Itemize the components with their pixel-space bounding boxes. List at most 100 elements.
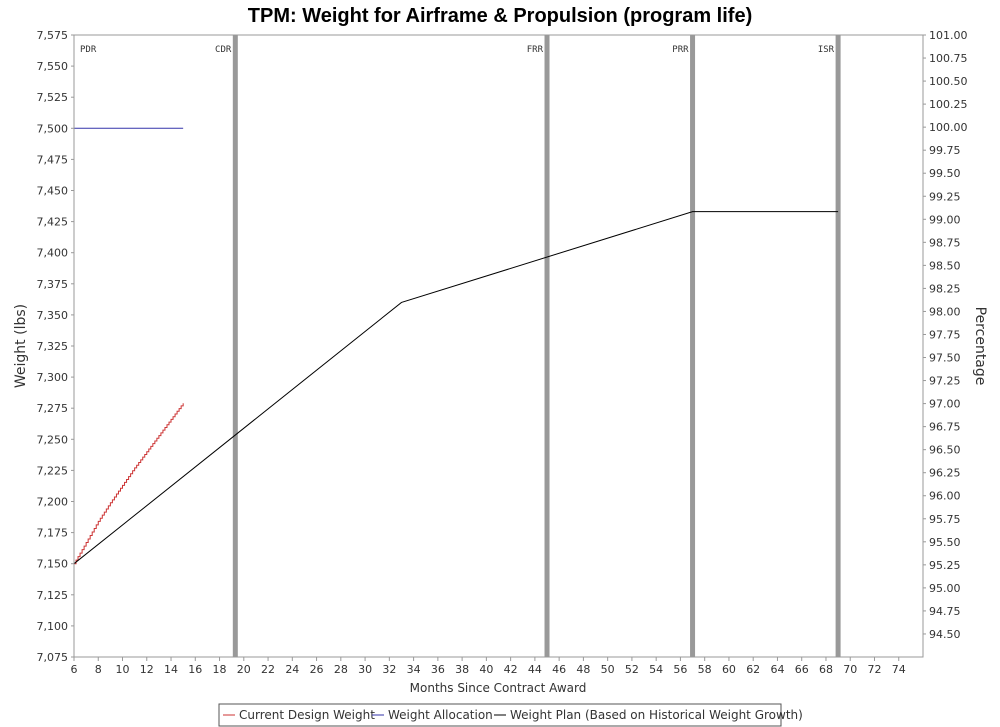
y-tick-label: 7,550 — [37, 60, 69, 73]
x-tick-label: 56 — [673, 663, 687, 676]
x-tick-label: 42 — [504, 663, 518, 676]
x-tick-label: 54 — [649, 663, 663, 676]
y-tick-label: 7,575 — [37, 29, 69, 42]
x-tick-label: 60 — [722, 663, 736, 676]
y2-tick-label: 95.25 — [929, 559, 961, 572]
y-tick-label: 7,525 — [37, 91, 69, 104]
y2-tick-label: 97.75 — [929, 328, 961, 341]
x-tick-label: 6 — [71, 663, 78, 676]
x-tick-label: 50 — [601, 663, 615, 676]
y-tick-label: 7,275 — [37, 402, 69, 415]
y2-tick-label: 97.25 — [929, 375, 961, 388]
y-tick-label: 7,350 — [37, 309, 69, 322]
y2-tick-label: 101.00 — [929, 29, 968, 42]
series-line — [73, 211, 839, 565]
x-axis-label: Months Since Contract Award — [410, 681, 587, 695]
x-tick-label: 20 — [237, 663, 251, 676]
y-tick-label: 7,400 — [37, 247, 69, 260]
y2-tick-label: 98.75 — [929, 236, 961, 249]
x-tick-label: 8 — [95, 663, 102, 676]
y2-tick-label: 98.50 — [929, 259, 961, 272]
y2-tick-label: 94.75 — [929, 605, 961, 618]
x-tick-label: 34 — [407, 663, 421, 676]
y-tick-label: 7,250 — [37, 433, 69, 446]
y2-axis-label: Percentage — [972, 307, 988, 386]
y-tick-label: 7,150 — [37, 558, 69, 571]
x-tick-label: 32 — [382, 663, 396, 676]
x-tick-label: 24 — [285, 663, 299, 676]
x-tick-label: 28 — [334, 663, 348, 676]
y2-tick-label: 96.75 — [929, 421, 961, 434]
x-tick-label: 48 — [576, 663, 590, 676]
y2-tick-label: 98.25 — [929, 282, 961, 295]
y2-tick-label: 100.25 — [929, 98, 968, 111]
milestone-label: ISR — [818, 45, 835, 55]
y-tick-label: 7,500 — [37, 122, 69, 135]
x-tick-label: 44 — [528, 663, 542, 676]
y2-tick-label: 97.50 — [929, 352, 961, 365]
milestone-label: PDR — [80, 45, 97, 55]
x-tick-label: 74 — [892, 663, 906, 676]
y2-tick-label: 100.75 — [929, 52, 968, 65]
milestone-label: CDR — [215, 45, 232, 55]
y2-tick-label: 100.50 — [929, 75, 968, 88]
y-tick-label: 7,450 — [37, 185, 69, 198]
x-tick-label: 16 — [188, 663, 202, 676]
y-tick-label: 7,125 — [37, 589, 69, 602]
x-tick-label: 10 — [116, 663, 130, 676]
series-layer — [73, 127, 839, 565]
y-tick-label: 7,175 — [37, 527, 69, 540]
y2-tick-label: 99.25 — [929, 190, 961, 203]
legend-entry: Weight Plan (Based on Historical Weight … — [510, 708, 803, 722]
milestone-label: PRR — [672, 45, 689, 55]
y-tick-label: 7,300 — [37, 371, 69, 384]
x-tick-label: 30 — [358, 663, 372, 676]
x-tick-label: 36 — [431, 663, 445, 676]
x-tick-label: 22 — [261, 663, 275, 676]
plot-area — [73, 34, 924, 658]
y2-tick-label: 95.75 — [929, 513, 961, 526]
x-axis: 6 8 10 12 14 16 18 20 22 24 26 28 30 32 34 36 38 40 42 44 46… — [71, 656, 923, 676]
x-tick-label: 14 — [164, 663, 178, 676]
x-tick-label: 68 — [819, 663, 833, 676]
x-tick-label: 64 — [770, 663, 784, 676]
y2-tick-label: 96.50 — [929, 444, 961, 457]
y2-tick-label: 97.00 — [929, 398, 961, 411]
y-tick-label: 7,100 — [37, 620, 69, 633]
x-tick-label: 26 — [310, 663, 324, 676]
y2-axis: 94.50 94.75 95.00 95.25 95.50 95.75 96.00 96.25… — [922, 29, 968, 657]
milestone-lines: PDR CDR FRR PRR ISR — [73, 35, 841, 657]
x-tick-label: 40 — [479, 663, 493, 676]
x-tick-label: 58 — [698, 663, 712, 676]
legend: Current Design Weight Weight Allocation We… — [218, 703, 803, 727]
y-axis: 7,075 7,100 7,125 7,150 7,175 7,200 7,225 7,250… — [37, 29, 75, 664]
series-line — [74, 403, 184, 565]
y2-tick-label: 99.00 — [929, 213, 961, 226]
milestone-label: FRR — [527, 45, 544, 55]
x-tick-label: 18 — [213, 663, 227, 676]
y2-tick-label: 95.00 — [929, 582, 961, 595]
x-tick-label: 72 — [867, 663, 881, 676]
y2-tick-label: 100.00 — [929, 121, 968, 134]
chart-title: TPM: Weight for Airframe & Propulsion (p… — [248, 5, 752, 27]
y2-tick-label: 95.50 — [929, 536, 961, 549]
x-tick-label: 12 — [140, 663, 154, 676]
y-tick-label: 7,200 — [37, 496, 69, 509]
x-tick-label: 62 — [746, 663, 760, 676]
legend-entry: Current Design Weight — [239, 708, 375, 722]
y2-tick-label: 99.75 — [929, 144, 961, 157]
x-tick-label: 66 — [795, 663, 809, 676]
x-tick-label: 70 — [843, 663, 857, 676]
y-tick-label: 7,225 — [37, 464, 69, 477]
y-tick-label: 7,075 — [37, 651, 69, 664]
y-tick-label: 7,425 — [37, 216, 69, 229]
y-tick-label: 7,325 — [37, 340, 69, 353]
legend-entry: Weight Allocation — [388, 708, 493, 722]
y-tick-label: 7,375 — [37, 278, 69, 291]
x-tick-label: 38 — [455, 663, 469, 676]
y2-tick-label: 96.00 — [929, 490, 961, 503]
x-tick-label: 52 — [625, 663, 639, 676]
y-axis-label: Weight (lbs) — [13, 304, 29, 388]
x-tick-label: 46 — [552, 663, 566, 676]
